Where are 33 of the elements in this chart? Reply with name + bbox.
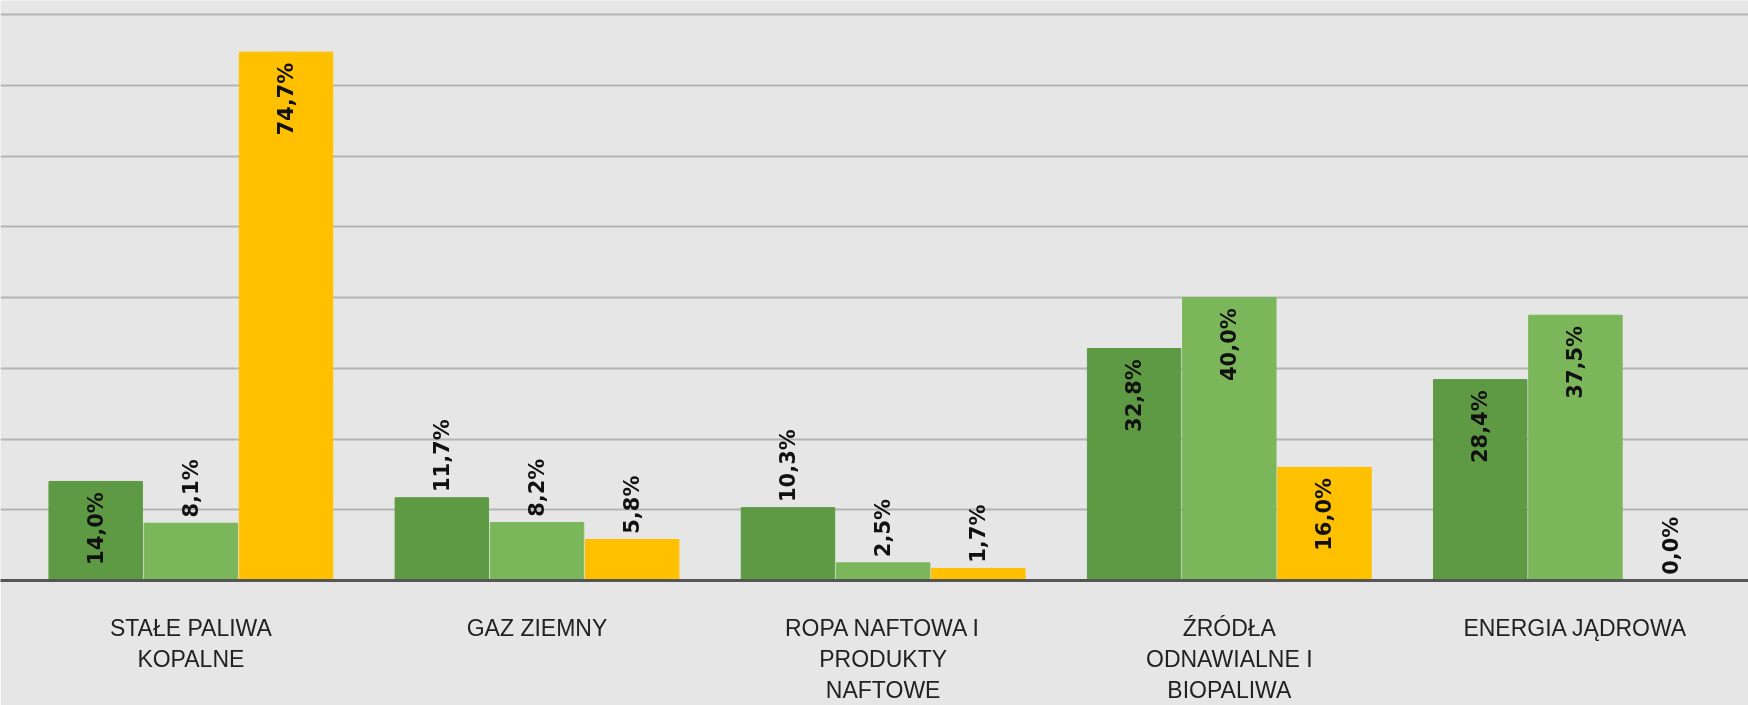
data-label: 8,1%	[178, 459, 203, 518]
bar	[394, 497, 490, 581]
x-tick-label: ROPA NAFTOWA I PRODUKTY NAFTOWE	[784, 614, 979, 703]
data-label: 11,7%	[429, 419, 454, 493]
x-tick-label: ŹRÓDŁA ODNAWIALNE I BIOPALIWA	[1146, 614, 1313, 703]
data-label: 14,0%	[83, 492, 108, 565]
data-label: 74,7%	[274, 62, 299, 136]
bar	[1086, 348, 1182, 581]
bar	[1433, 379, 1528, 581]
bar	[489, 522, 585, 581]
data-label: 2,5%	[871, 498, 896, 558]
bar	[48, 480, 143, 581]
data-label: 28,4%	[1468, 390, 1493, 464]
bar	[143, 522, 239, 581]
data-label: 37,5%	[1563, 325, 1588, 399]
data-label: 1,7%	[966, 504, 991, 563]
bar	[740, 507, 836, 581]
x-tick-label: ENERGIA JĄDROWA	[1463, 614, 1687, 641]
bar	[584, 538, 680, 581]
x-tick-label: STAŁE PALIWA KOPALNE	[109, 614, 273, 672]
bar	[1182, 297, 1277, 581]
x-tick-label: GAZ ZIEMNY	[466, 614, 608, 641]
data-label: 40,0%	[1217, 308, 1242, 382]
data-label: 16,0%	[1312, 477, 1337, 551]
data-label: 0,0%	[1658, 516, 1683, 575]
bar	[1528, 314, 1623, 581]
data-label: 5,8%	[620, 475, 645, 534]
bar	[835, 562, 931, 581]
bar	[238, 51, 334, 581]
data-label: 8,2%	[525, 458, 550, 517]
data-label: 32,8%	[1122, 359, 1147, 432]
bar	[1277, 466, 1372, 581]
data-label: 10,3%	[775, 429, 800, 502]
